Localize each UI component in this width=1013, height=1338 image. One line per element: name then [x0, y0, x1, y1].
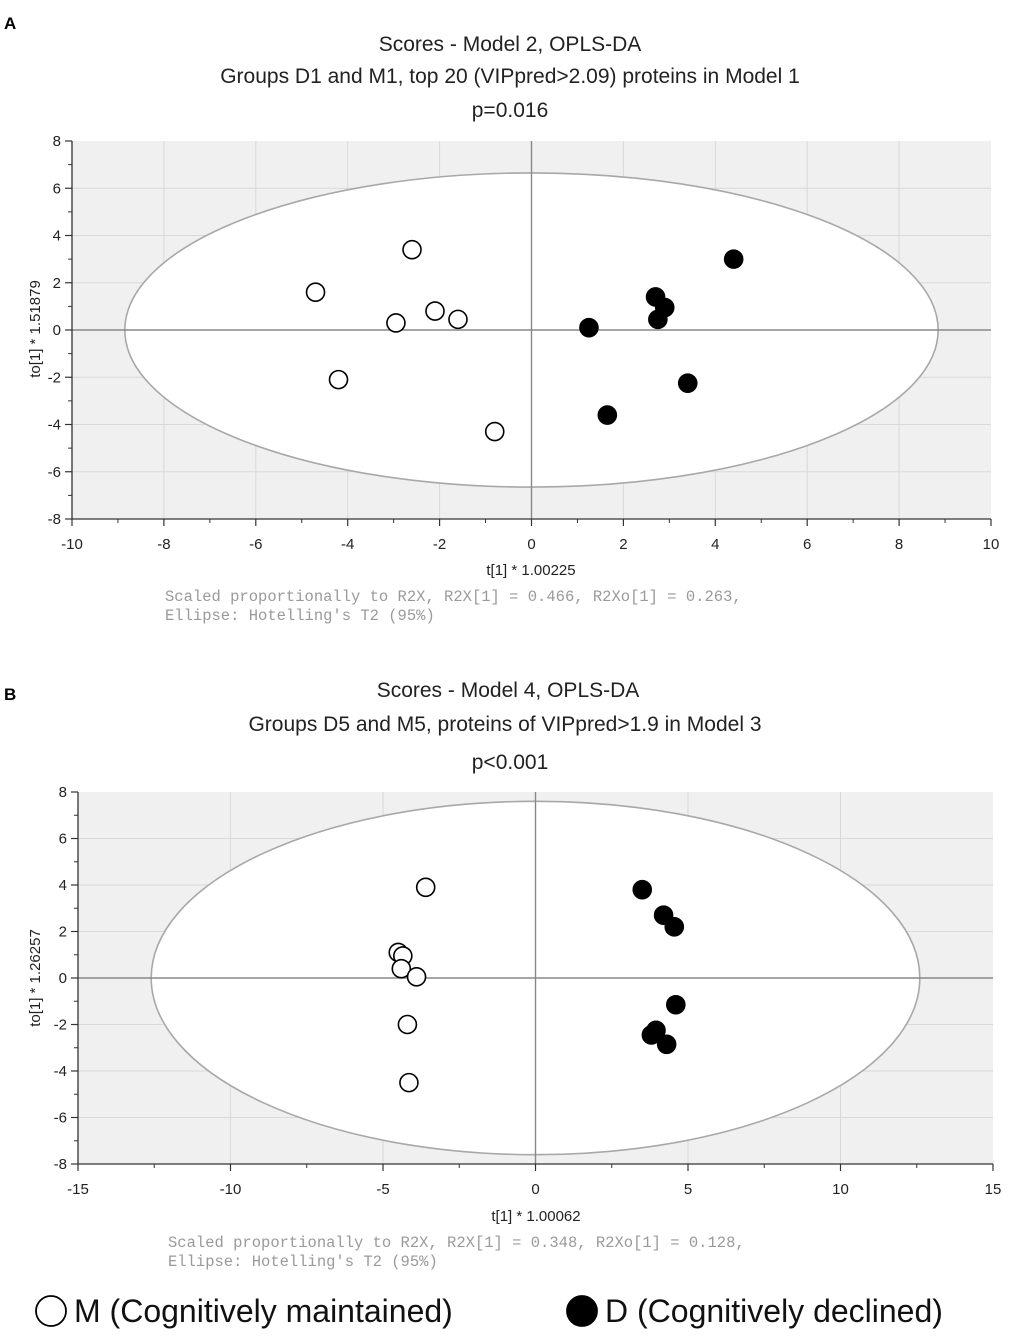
panel-b-letter: B	[4, 685, 16, 704]
panel-a-x-tick-label-7: 4	[711, 536, 719, 553]
panel-b-y-axis-label: to[1] * 1.26257	[27, 929, 44, 1027]
panel-b-point-declined-6	[656, 1034, 677, 1055]
panel-a-y-tick-label-7: 6	[53, 180, 61, 197]
panel-a-point-declined-3	[648, 309, 668, 330]
panel-a-point-declined-6	[597, 405, 618, 425]
panel-b-x-tick-label-3: 0	[531, 1181, 539, 1198]
panel-a-point-maintained-1	[402, 239, 422, 260]
panel-b-x-tick-label-0: -15	[67, 1181, 89, 1198]
panel-b-x-tick-label-2: -5	[376, 1181, 389, 1198]
panel-b-title-line-3: p<0.001	[472, 751, 549, 774]
panel-a-x-tick-label-2: -6	[249, 536, 262, 553]
panel-b-point-declined-0	[632, 879, 653, 900]
panel-b-x-axis-label: t[1] * 1.00062	[491, 1208, 580, 1225]
panel-b-footnote-line-2: Ellipse: Hotelling's T2 (95%)	[168, 1253, 438, 1271]
panel-a-x-tick-label-5: 0	[527, 536, 535, 553]
panel-a-y-tick-label-8: 8	[53, 133, 61, 150]
panel-a-y-tick-label-4: 0	[53, 322, 61, 339]
panel-a-point-maintained-3	[425, 301, 445, 321]
panel-a-footnote-line-1: Scaled proportionally to R2X, R2X[1] = 0…	[165, 588, 742, 606]
panel-b-title-line-2: Groups D5 and M5, proteins of VIPpred>1.…	[248, 713, 761, 736]
panel-a: A Scores - Model 2, OPLS-DA Groups D1 an…	[4, 14, 999, 625]
panel-b-point-declined-3	[665, 994, 686, 1015]
panel-b-y-tick-label-8: 8	[59, 784, 67, 801]
panel-a-x-tick-label-0: -10	[61, 536, 83, 553]
panel-a-x-axis-label: t[1] * 1.00225	[486, 562, 575, 579]
panel-b-point-maintained-3	[391, 958, 412, 979]
panel-b-y-tick-label-5: 2	[59, 924, 67, 941]
panel-b-point-maintained-6	[399, 1072, 419, 1093]
panel-b-y-tick-label-4: 0	[59, 970, 67, 987]
panel-a-point-declined-4	[579, 317, 599, 338]
panel-b-y-tick-label-1: -6	[54, 1110, 67, 1127]
panel-a-x-tick-label-3: -4	[341, 536, 354, 553]
panel-b-footnote-line-1: Scaled proportionally to R2X, R2X[1] = 0…	[168, 1234, 745, 1252]
legend: M (Cognitively maintained) D (Cognitivel…	[35, 1293, 943, 1329]
panel-b-point-declined-2	[664, 917, 685, 937]
panel-a-x-tick-label-1: -8	[157, 536, 170, 553]
panel-a-x-tick-label-4: -2	[433, 536, 446, 553]
panel-b-point-maintained-0	[415, 877, 436, 898]
panel-a-point-maintained-6	[484, 421, 505, 442]
panel-b-title-line-1: Scores - Model 4, OPLS-DA	[377, 679, 640, 702]
panel-a-y-tick-label-5: 2	[53, 275, 61, 292]
panel-b-x-tick-label-4: 5	[684, 1181, 692, 1198]
legend-marker-maintained	[35, 1295, 67, 1327]
panel-a-point-declined-0	[723, 249, 744, 269]
panel-b-y-tick-label-2: -4	[54, 1063, 67, 1080]
panel-a-x-tick-label-9: 8	[895, 536, 903, 553]
panel-b-y-tick-label-3: -2	[54, 1017, 67, 1034]
panel-b-x-tick-label-1: -10	[220, 1181, 242, 1198]
panel-b-y-tick-label-0: -8	[54, 1156, 67, 1173]
panel-a-title-line-2: Groups D1 and M1, top 20 (VIPpred>2.09) …	[220, 65, 800, 88]
panel-b-plot: -15 -10 -5 0 5 10 15 -8 -6 -4 -2 0 2 4 6 8	[54, 784, 1002, 1198]
panel-a-y-tick-label-1: -6	[48, 464, 61, 481]
panel-b-y-tick-label-7: 6	[59, 831, 67, 848]
legend-label-declined: D (Cognitively declined)	[605, 1293, 943, 1329]
panel-b: B Scores - Model 4, OPLS-DA Groups D5 an…	[4, 679, 1001, 1271]
panel-a-x-tick-label-10: 10	[983, 536, 1000, 553]
panel-b-x-tick-label-6: 15	[985, 1181, 1002, 1198]
panel-b-point-maintained-4	[406, 967, 427, 987]
panel-a-point-maintained-5	[328, 369, 349, 390]
panel-b-x-tick-label-5: 10	[832, 1181, 849, 1198]
panel-a-point-maintained-0	[305, 282, 326, 303]
panel-a-point-declined-5	[677, 373, 698, 393]
panel-a-y-tick-label-3: -2	[48, 369, 61, 386]
panel-a-title-line-1: Scores - Model 2, OPLS-DA	[379, 33, 642, 56]
panel-a-footnote-line-2: Ellipse: Hotelling's T2 (95%)	[165, 607, 435, 625]
panel-a-y-tick-label-6: 4	[53, 228, 61, 245]
legend-marker-declined	[566, 1295, 598, 1327]
legend-label-maintained: M (Cognitively maintained)	[74, 1293, 453, 1329]
panel-b-y-tick-label-6: 4	[59, 877, 67, 894]
panel-b-point-declined-5	[641, 1025, 662, 1045]
panel-a-x-tick-label-8: 6	[803, 536, 811, 553]
panel-b-point-maintained-5	[397, 1014, 418, 1035]
panel-a-title-line-3: p=0.016	[472, 99, 549, 122]
panel-a-x-tick-label-6: 2	[619, 536, 627, 553]
panel-a-y-tick-label-0: -8	[48, 511, 61, 528]
panel-a-point-maintained-2	[386, 313, 406, 333]
panel-a-y-tick-label-2: -4	[48, 417, 61, 434]
panel-a-y-axis-label: to[1] * 1.51879	[27, 280, 44, 378]
panel-a-point-maintained-4	[448, 309, 468, 330]
panel-a-letter: A	[4, 14, 16, 33]
